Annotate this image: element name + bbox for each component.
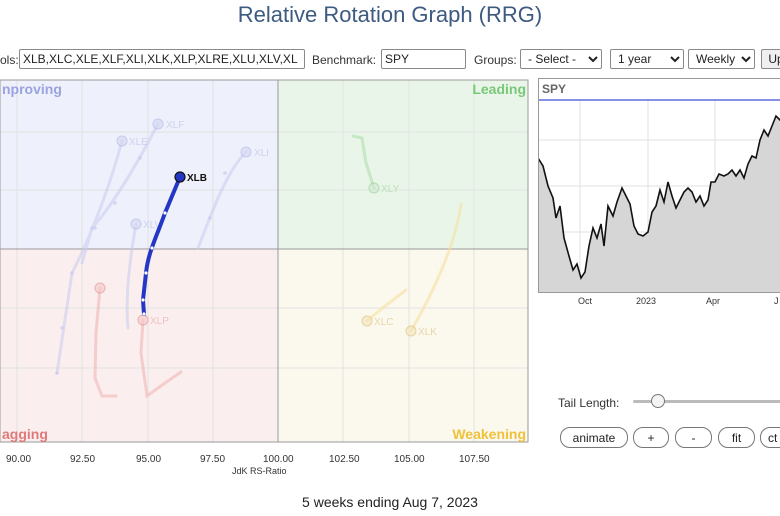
spy-border (538, 78, 780, 293)
rrg-faded-tails (55, 122, 463, 399)
quadrant-leading (278, 80, 528, 249)
head-xle[interactable] (116, 135, 128, 147)
rrg-chart[interactable]: nproving Leading agging Weakening XLF XL… (0, 78, 530, 444)
spy-x-label-2023: 2023 (636, 296, 657, 306)
x-tick-label: 90.00 (6, 454, 32, 465)
spy-chart: SPY Oct 2023 Apr J (538, 78, 780, 294)
page-title: Relative Rotation Graph (RRG) (237, 2, 543, 27)
zoom-in-button[interactable]: + (633, 427, 669, 448)
period-select[interactable]: 1 year (610, 49, 684, 69)
tail-xly (351, 134, 376, 190)
rrg-tail-dots (55, 156, 227, 375)
tail-xlp (139, 318, 183, 399)
head-xly[interactable] (368, 182, 380, 194)
groups-select[interactable]: - Select - (520, 49, 602, 69)
quadrant-label-lagging: agging (2, 426, 48, 442)
symbols-input[interactable] (19, 49, 305, 69)
symbol-label-xlp: XLP (150, 316, 169, 327)
symbol-label-xli: XLI (254, 148, 269, 159)
x-tick-label: 92.50 (70, 454, 96, 465)
spy-x-label-apr: Apr (706, 296, 721, 306)
head-xlu[interactable] (94, 282, 106, 294)
tail-xlc (365, 288, 408, 323)
spy-x-label-oct: Oct (578, 296, 593, 306)
head-xli[interactable] (240, 146, 252, 158)
head-xlc[interactable] (361, 315, 373, 327)
quadrant-lagging (0, 249, 278, 442)
tail-length-track[interactable] (633, 400, 780, 403)
tail-xle (55, 139, 124, 375)
x-tick-label: 105.00 (394, 454, 425, 465)
symbol-label-xlk: XLK (418, 327, 437, 338)
benchmark-label: Benchmark: (312, 53, 377, 67)
symbol-label-xlv: XLV (143, 220, 161, 231)
spy-area (538, 116, 780, 292)
head-xlv[interactable] (130, 218, 142, 230)
tail-xlu (93, 286, 118, 398)
update-button[interactable]: Up (761, 49, 780, 69)
rrg-faded-heads: XLF XLI XLE XLV XLY XLC XLK XLP (94, 118, 437, 338)
groups-label: Groups: (474, 53, 517, 67)
rrg-border (0, 79, 529, 443)
benchmark-input[interactable] (381, 49, 466, 69)
tail-xli (196, 150, 248, 250)
spy-price-line (538, 114, 780, 280)
x-tick-label: 102.50 (329, 454, 360, 465)
x-tick-label: 97.50 (200, 454, 226, 465)
animate-button[interactable]: animate (560, 427, 628, 448)
symbol-label-xle: XLE (129, 137, 148, 148)
head-xlf[interactable] (152, 118, 164, 130)
tail-xlk (409, 202, 463, 333)
symbol-label-xlf: XLF (166, 120, 184, 131)
symbol-label-xlb: XLB (187, 173, 207, 184)
toolbar: ols: Benchmark: Groups: - Select - 1 yea… (0, 48, 780, 72)
quadrant-weakening (278, 249, 528, 442)
zoom-out-button[interactable]: - (675, 427, 712, 448)
spy-x-label-j: J (774, 296, 779, 306)
x-tick-label: 107.50 (459, 454, 490, 465)
interval-select[interactable]: Weekly (688, 49, 755, 69)
footer-date-range: 5 weeks ending Aug 7, 2023 (302, 494, 478, 510)
x-tick-label: 100.00 (263, 454, 294, 465)
center-button[interactable]: ct (760, 427, 780, 448)
head-xlb[interactable] (174, 171, 186, 183)
tail-length-slider-thumb[interactable] (651, 394, 665, 408)
tail-length-label: Tail Length: (558, 396, 620, 410)
spy-header (538, 78, 780, 100)
tail-xlv (125, 222, 138, 330)
fit-button[interactable]: fit (718, 427, 755, 448)
symbol-label-xlc: XLC (374, 317, 393, 328)
symbol-label-xly: XLY (381, 184, 399, 195)
quadrant-label-improving: nproving (2, 81, 62, 97)
head-xlk[interactable] (405, 325, 417, 337)
x-tick-label: 95.00 (136, 454, 162, 465)
spy-symbol-label: SPY (542, 82, 566, 96)
head-xlp[interactable] (137, 314, 149, 326)
quadrant-label-leading: Leading (472, 81, 526, 97)
symbols-label: ols: (0, 53, 19, 67)
quadrant-label-weakening: Weakening (452, 426, 526, 442)
tail-xlb-points (141, 211, 167, 316)
x-axis-title: JdK RS-Ratio (232, 466, 287, 476)
